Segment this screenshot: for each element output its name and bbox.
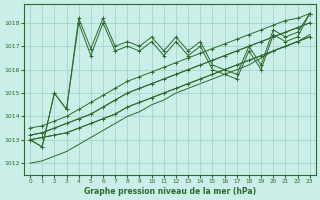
X-axis label: Graphe pression niveau de la mer (hPa): Graphe pression niveau de la mer (hPa): [84, 187, 256, 196]
